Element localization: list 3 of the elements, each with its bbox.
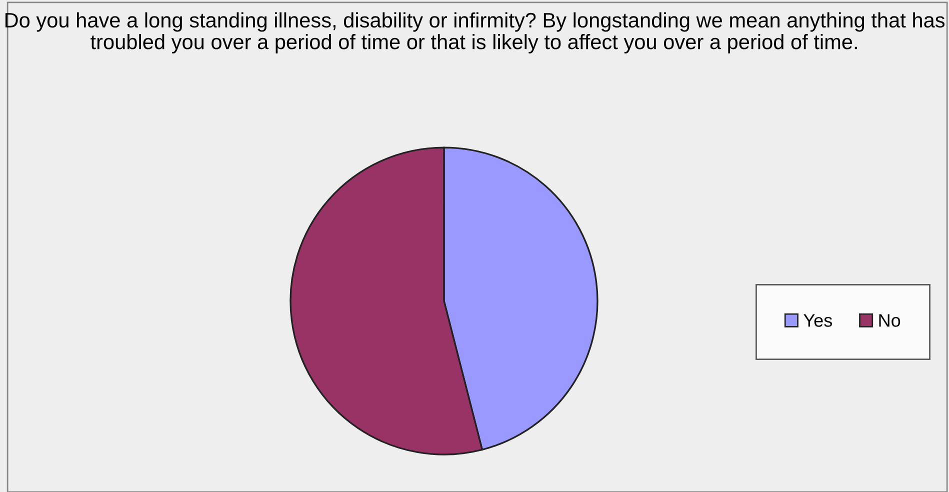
legend-label: Yes [804,314,832,327]
chart-title: Do you have a long standing illness, disability or infirmity? By longstanding we mean anything that has troubled you over a period of time or that is likely to affect you over a period of time. [5,12,945,54]
legend-label: No [879,314,900,327]
